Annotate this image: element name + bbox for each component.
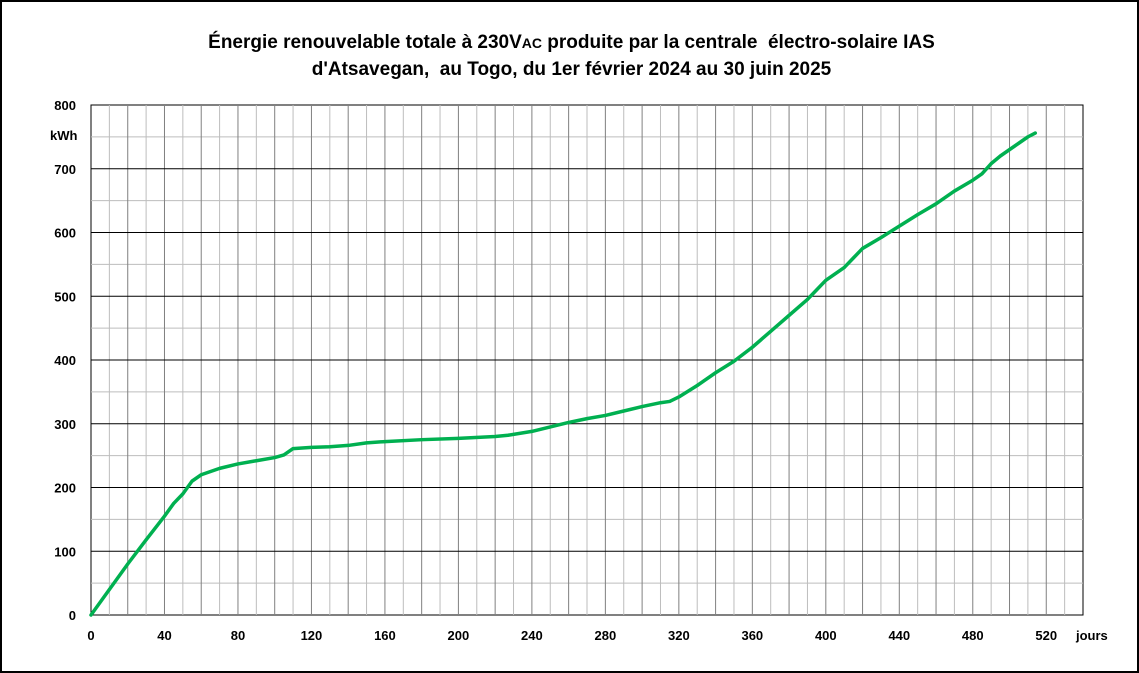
data-point [218,466,222,470]
data-point [1017,141,1021,145]
data-point [805,297,809,301]
data-point [162,514,166,518]
data-point [861,246,865,250]
x-tick-label: 40 [157,628,171,643]
data-point [980,172,984,176]
data-point [851,256,855,260]
data-point [815,288,819,292]
data-point [732,359,736,363]
data-point [658,401,662,405]
data-point [548,425,552,429]
data-point [190,479,194,483]
x-tick-label: 240 [521,628,543,643]
x-tick-label: 80 [231,628,245,643]
data-point [420,438,424,442]
data-point [309,445,313,449]
data-point [346,443,350,447]
data-point [328,445,332,449]
x-tick-label: 480 [962,628,984,643]
data-point [1026,135,1030,139]
x-tick-label: 360 [741,628,763,643]
data-point [989,162,993,166]
data-point [787,313,791,317]
data-point [144,538,148,542]
grid-lines [91,105,1083,615]
data-point [291,447,295,451]
x-tick-label: 520 [1035,628,1057,643]
data-point [952,189,956,193]
data-point [971,178,975,182]
data-point [714,371,718,375]
chart-title-line1-subscript: AC [521,35,543,51]
x-tick-label: 400 [815,628,837,643]
data-point [695,384,699,387]
y-tick-label: 700 [54,162,76,177]
y-tick-label: 300 [54,417,76,432]
x-tick-label: 120 [301,628,323,643]
x-tick-label: 160 [374,628,396,643]
x-axis-label: jours [1075,628,1108,643]
data-point [282,453,286,457]
data-point [365,441,369,445]
chart-title-line1: Énergie renouvelable totale à 230VAC pro… [2,32,1139,54]
data-point [897,224,901,228]
y-axis-ticks: 0 100 200 300 400 500 600 700 800 [54,98,76,623]
data-point [236,462,240,466]
data-point [273,456,277,460]
x-tick-label: 200 [448,628,470,643]
x-axis-ticks: 0 40 80 120 160 200 240 280 320 360 400 440 480 520 [87,628,1057,643]
data-point [640,405,644,409]
data-point [998,154,1002,158]
data-point [842,266,846,270]
series-line [89,131,1037,617]
data-point [824,278,828,282]
data-point [199,473,203,477]
data-point [622,409,626,413]
y-tick-label: 0 [69,608,76,623]
data-point [603,413,607,417]
x-tick-label: 0 [87,628,94,643]
y-tick-label: 100 [54,544,76,559]
data-point [172,501,176,505]
data-point [383,440,387,444]
y-tick-label: 200 [54,481,76,496]
chart-title-line2: d'Atsavegan, au Togo, du 1er février 202… [311,59,832,80]
data-point [126,562,130,566]
data-point [181,492,185,496]
y-axis-label: kWh [50,128,78,143]
data-point [750,345,754,349]
data-point [879,236,883,240]
data-point [677,395,681,399]
data-point [567,420,571,424]
data-point [585,417,589,421]
data-point [456,436,460,440]
chart-title-line1-part-a: Énergie renouvelable totale à 230V [208,32,522,53]
data-point [668,399,672,403]
data-point [530,429,534,433]
data-point [916,213,920,217]
y-tick-label: 500 [54,289,76,304]
data-point [107,588,111,591]
data-point [493,435,497,438]
data-point [254,459,258,463]
x-tick-label: 320 [668,628,690,643]
data-point [1033,131,1037,135]
x-tick-label: 280 [595,628,617,643]
data-point [934,202,938,206]
data-point [506,433,510,437]
chart-title-line1-part-b: produite par la centrale électro-solaire… [542,32,935,53]
y-tick-label: 600 [54,226,76,241]
data-point [89,613,93,617]
data-point [1008,148,1012,152]
data-point [769,329,773,333]
y-tick-label: 800 [54,98,76,113]
series-points [89,131,1037,617]
x-tick-label: 440 [888,628,910,643]
y-tick-label: 400 [54,353,76,368]
